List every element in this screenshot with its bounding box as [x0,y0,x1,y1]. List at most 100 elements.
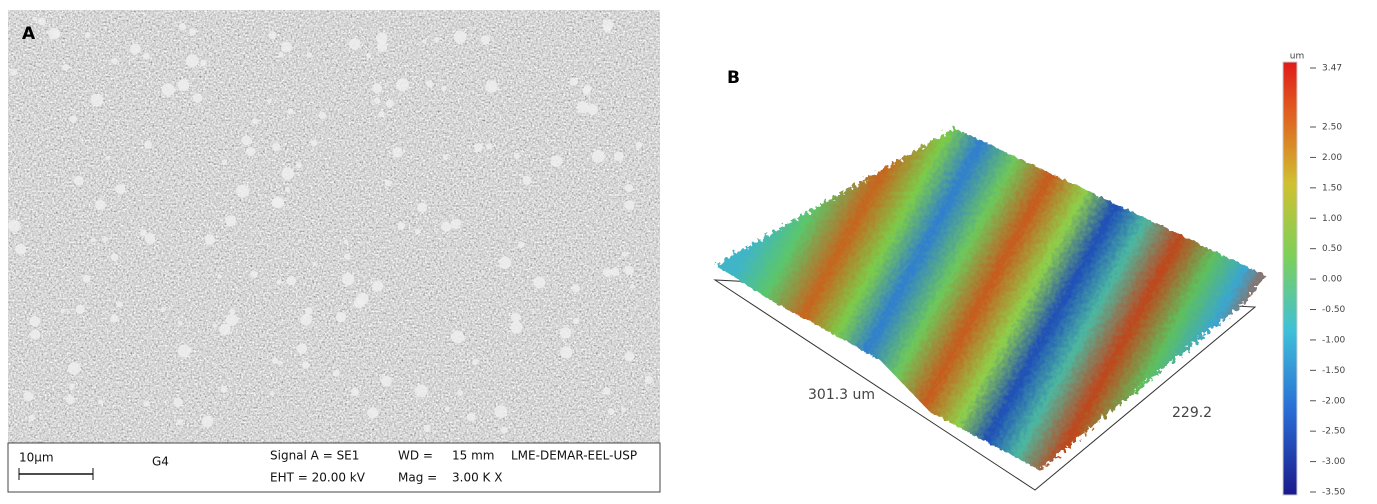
scale-label: 10µm [19,451,54,465]
particle [572,284,580,292]
particle [66,395,75,404]
particle [273,197,284,208]
wd-label: WD = [398,449,433,463]
particle [162,83,175,96]
particle [396,79,409,92]
particle [74,176,84,186]
particle [451,331,464,344]
particle [610,267,619,276]
particle [98,400,103,405]
particle [116,301,122,307]
colorbar-tick-label: -2.00 [1322,396,1346,406]
particle [624,200,634,210]
particle [592,150,605,163]
particle [217,274,222,279]
particle [392,147,403,158]
particle [83,275,91,283]
particle [85,32,91,38]
particle [511,312,521,322]
particle [60,309,64,313]
particle [514,153,520,159]
particle [270,392,274,396]
particle [10,69,17,76]
particle [351,388,359,396]
particle [624,266,634,276]
particle [68,362,81,375]
particle [573,318,579,324]
particle [95,200,105,210]
sem-image [8,10,660,492]
particle [220,386,227,393]
particle [366,53,371,58]
particle [441,86,446,91]
particle [451,219,461,229]
particle [307,53,312,58]
particle [144,141,152,149]
particle [29,415,35,421]
particle [193,93,203,103]
particle [106,156,110,160]
particle [378,111,384,117]
particle [202,416,214,428]
particle [178,79,190,91]
particle [426,80,433,87]
colorbar [1283,62,1297,495]
particle [630,284,635,289]
particle [415,229,421,235]
particle [267,99,271,103]
particle [296,162,302,168]
particle [286,276,296,286]
particle [103,237,108,242]
particle [424,425,431,432]
particle [161,308,165,312]
y-dimension: 229.2 [1172,405,1212,421]
particle [577,101,589,113]
colorbar-tick-label: -3.50 [1322,488,1346,498]
particle [115,184,125,194]
colorbar-tick-label: 1.00 [1322,214,1342,224]
colorbar-ticks: 3.472.502.001.501.000.500.00-0.50-1.00-1… [1310,64,1346,498]
particle [186,54,199,67]
particle [189,28,196,35]
particle [269,31,277,39]
particle [434,37,439,42]
particle [250,271,257,278]
particle [278,52,283,57]
particle [281,167,294,180]
colorbar-tick-label: 3.47 [1322,64,1342,74]
particle [560,347,572,359]
particle [285,187,290,192]
x-dimension: 301.3 um [808,387,875,403]
particle [443,155,448,160]
particle [276,280,281,285]
particle [485,80,497,92]
particle [457,390,463,396]
colorbar-tick-label: -1.50 [1322,366,1346,376]
particle [110,314,118,322]
particle [494,405,507,418]
particle [91,238,96,243]
particle [486,143,492,149]
particle [144,401,150,407]
particle [287,108,293,114]
particle [30,316,41,327]
particle [474,143,483,152]
page: A 10µm G4 Signal A = SE1 EHT = 20.00 kV … [0,0,1377,500]
particle [499,256,511,268]
particle [344,253,350,259]
particle [625,184,633,192]
particle [454,31,467,44]
particle [622,251,627,256]
wd-value: 15 mm [452,449,494,463]
particle [422,39,426,43]
mag-label: Mag = [398,471,437,485]
particle [604,25,612,33]
particle [621,407,625,411]
particle [319,112,326,119]
particle [372,83,382,93]
particle [111,58,117,64]
particle [560,327,572,339]
particle [481,35,490,44]
particle [522,176,531,185]
particle [608,408,615,415]
